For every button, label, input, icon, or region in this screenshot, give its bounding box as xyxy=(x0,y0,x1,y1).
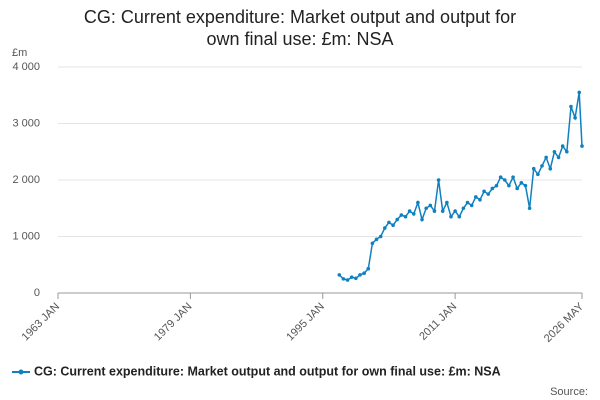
point xyxy=(523,183,528,188)
point xyxy=(420,217,424,222)
y-unit: £m xyxy=(12,47,27,59)
point xyxy=(374,237,379,242)
point xyxy=(383,226,387,230)
point xyxy=(457,214,462,219)
point xyxy=(556,155,561,160)
source: Source: xyxy=(550,386,588,398)
point xyxy=(432,209,437,213)
point xyxy=(440,209,445,213)
point xyxy=(536,172,540,177)
legend-label: CG: Current expenditure: Market output a… xyxy=(34,364,501,378)
point xyxy=(407,209,412,213)
point xyxy=(403,214,408,219)
y-tick-label: 2 000 xyxy=(12,174,40,186)
y-tick-label: 3 000 xyxy=(12,117,40,129)
point xyxy=(395,217,400,222)
legend-marker xyxy=(18,369,24,375)
point xyxy=(416,200,420,205)
point xyxy=(569,104,573,109)
point xyxy=(560,144,565,148)
point xyxy=(507,183,511,188)
point xyxy=(424,206,428,211)
x-tick-label: 1963 JAN xyxy=(20,301,63,344)
point xyxy=(577,90,582,95)
point xyxy=(337,273,342,277)
x-tick-label: 2011 JAN xyxy=(417,301,459,343)
point xyxy=(378,234,383,239)
point xyxy=(449,214,453,219)
point xyxy=(453,209,457,213)
point xyxy=(349,275,354,279)
point xyxy=(486,192,491,196)
point xyxy=(498,175,503,179)
point xyxy=(552,149,557,154)
x-tick-label: 1995 JAN xyxy=(284,301,327,344)
point xyxy=(387,220,391,225)
y-tick-label: 0 xyxy=(34,287,40,299)
point xyxy=(519,181,524,185)
point xyxy=(445,200,449,205)
point xyxy=(580,144,584,148)
point xyxy=(565,149,569,154)
chart-title: own final use: £m: NSA xyxy=(206,29,393,49)
point xyxy=(482,189,486,194)
x-tick-label: 1979 JAN xyxy=(152,301,195,344)
point xyxy=(544,155,548,160)
point xyxy=(341,277,346,281)
point xyxy=(490,186,495,191)
point xyxy=(548,166,553,171)
point xyxy=(354,276,358,281)
point xyxy=(399,213,404,217)
chart-title: CG: Current expenditure: Market output a… xyxy=(84,7,516,27)
x-tick-label: 2026 MAY xyxy=(542,300,587,345)
point xyxy=(573,116,577,120)
point xyxy=(494,183,499,188)
point xyxy=(436,178,441,182)
y-tick-label: 4 000 xyxy=(12,61,40,73)
point xyxy=(474,195,478,199)
point xyxy=(502,178,507,182)
point xyxy=(478,197,482,202)
point xyxy=(461,206,466,211)
line xyxy=(338,92,583,281)
point xyxy=(527,206,532,211)
point xyxy=(428,203,433,208)
point xyxy=(362,271,366,276)
y-tick-label: 1 000 xyxy=(12,230,40,242)
point xyxy=(531,166,536,171)
point xyxy=(540,164,544,168)
point xyxy=(469,203,474,208)
point xyxy=(511,175,515,179)
point xyxy=(411,212,416,216)
point xyxy=(345,278,350,282)
point xyxy=(370,241,375,246)
point xyxy=(358,273,362,277)
point xyxy=(465,200,470,205)
point xyxy=(366,266,371,271)
point xyxy=(391,223,395,227)
point xyxy=(515,186,519,191)
